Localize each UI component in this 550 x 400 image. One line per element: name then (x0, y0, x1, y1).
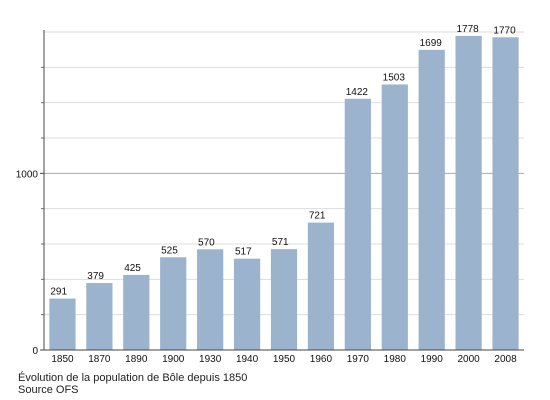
data-label-2000: 1778 (457, 24, 480, 35)
x-tick-label-1990: 1990 (421, 354, 444, 365)
x-tick-label-2008: 2008 (494, 354, 517, 365)
bars (49, 35, 519, 351)
x-tick-label-1870: 1870 (88, 354, 111, 365)
x-tick-label-1940: 1940 (236, 354, 259, 365)
bar-1930 (197, 249, 224, 350)
data-label-1930: 570 (198, 237, 215, 248)
x-tick-label-1900: 1900 (162, 354, 185, 365)
data-label-1850: 291 (50, 287, 67, 298)
data-labels: 291 379 425 525 570 517 571 721 1422 1503 1699 1778… (50, 24, 516, 298)
data-label-1980: 1503 (383, 72, 406, 83)
x-tick-label-1950: 1950 (273, 354, 296, 365)
bar-2000 (455, 35, 482, 351)
bar-2008 (492, 37, 519, 351)
bar-1950 (270, 249, 298, 350)
population-bar-chart: 291 379 425 525 570 517 571 721 1422 1503 1699 1778… (16, 24, 524, 365)
data-label-1990: 1699 (420, 38, 443, 49)
data-label-1970: 1422 (346, 87, 369, 98)
data-label-1950: 571 (272, 237, 289, 248)
x-tick-label-1980: 1980 (384, 354, 407, 365)
axes: 1850 1870 1890 1900 1930 1940 1950 1960 1970 1980… (16, 30, 524, 365)
data-label-1890: 425 (124, 263, 141, 274)
data-label-1900: 525 (161, 245, 178, 256)
chart-caption: Évolution de la population de Bôle depui… (18, 372, 248, 384)
bar-1900 (160, 257, 187, 350)
x-tick-label-1960: 1960 (310, 354, 333, 365)
bar-1970 (344, 98, 371, 350)
x-tick-label-1970: 1970 (347, 354, 370, 365)
y-tick-label-0: 0 (32, 346, 38, 357)
bar-1960 (307, 222, 335, 350)
chart-source: Source OFS (18, 384, 79, 396)
bar-1850 (49, 298, 76, 350)
data-label-1940: 517 (235, 247, 252, 258)
bar-1940 (233, 258, 261, 350)
bar-1870 (86, 283, 113, 350)
data-label-2008: 1770 (493, 25, 516, 36)
bar-1890 (123, 274, 150, 350)
x-tick-label-1890: 1890 (125, 354, 148, 365)
x-tick-label-1850: 1850 (51, 354, 74, 365)
x-tick-label-2000: 2000 (457, 354, 480, 365)
data-label-1870: 379 (87, 271, 104, 282)
data-label-1960: 721 (309, 211, 326, 222)
x-tick-label-1930: 1930 (199, 354, 222, 365)
y-tick-label-1000: 1000 (16, 169, 39, 180)
bar-1980 (381, 84, 408, 350)
bar-1990 (418, 49, 445, 351)
